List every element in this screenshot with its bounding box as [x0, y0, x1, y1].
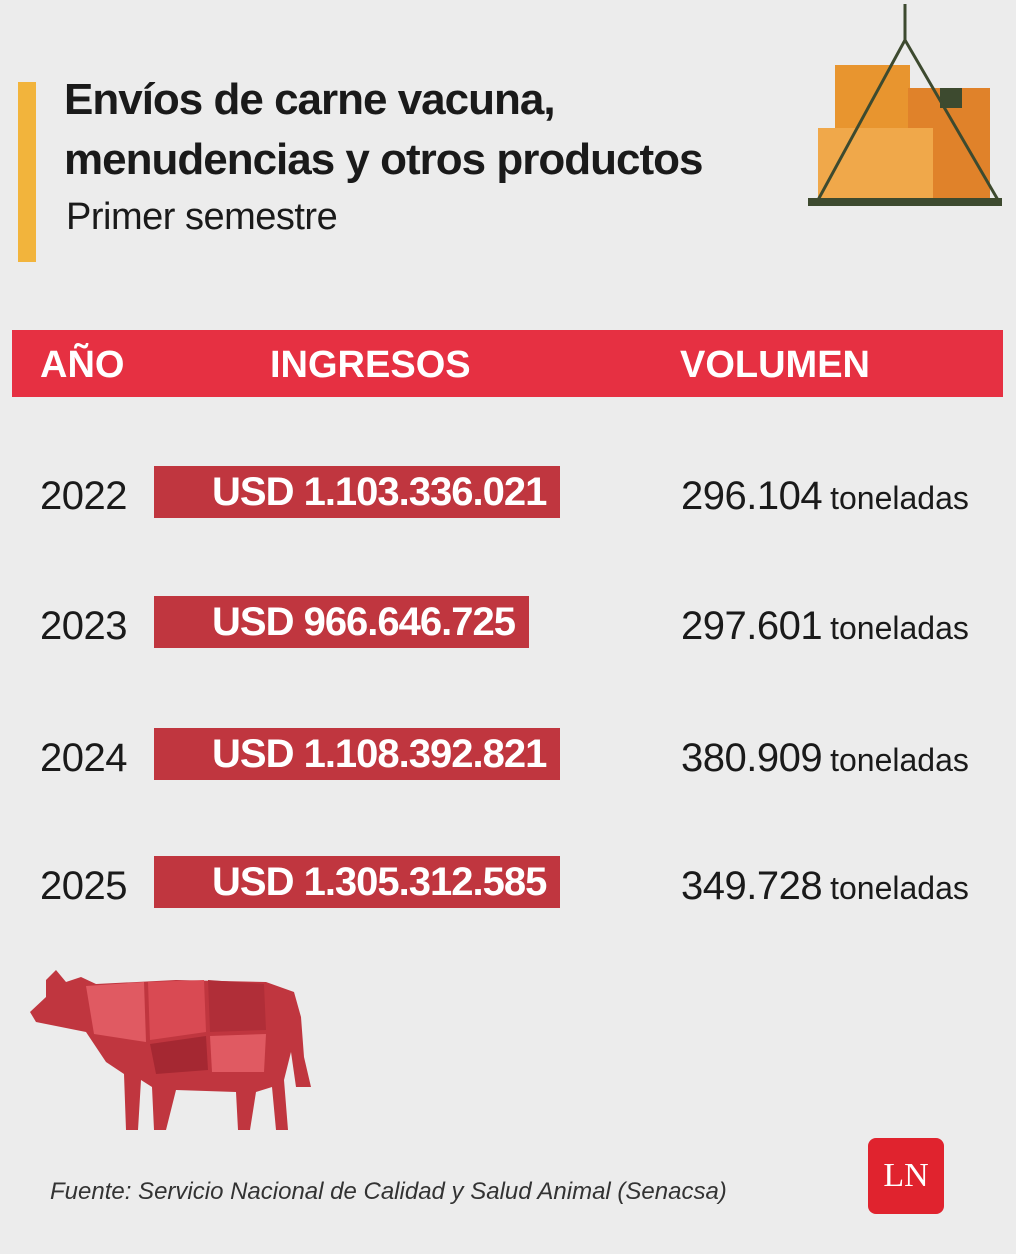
- volume-value: 297.601: [681, 604, 823, 648]
- title: Envíos de carne vacuna, menudencias y ot…: [64, 75, 703, 184]
- volume-unit: toneladas: [830, 610, 969, 646]
- volume-unit: toneladas: [830, 480, 969, 516]
- volume-unit: toneladas: [830, 742, 969, 778]
- volume-value: 349.728: [681, 864, 823, 908]
- table-row: 2022 USD 1.103.336.021 296.104 toneladas: [0, 466, 1016, 526]
- source: Fuente: Servicio Nacional de Calidad y S…: [50, 1178, 727, 1205]
- volume-unit: toneladas: [830, 870, 969, 906]
- volume: 297.601 toneladas: [681, 604, 969, 649]
- revenue: USD 1.305.312.585: [154, 856, 561, 908]
- revenue: USD 1.108.392.821: [154, 728, 561, 780]
- year: 2022: [40, 474, 127, 518]
- revenue: USD 966.646.725: [154, 596, 530, 648]
- volume: 380.909 toneladas: [681, 736, 969, 781]
- column-header: INGRESOS: [270, 344, 471, 386]
- logo: LN: [868, 1138, 944, 1214]
- revenue: USD 1.103.336.021: [154, 466, 561, 518]
- crate-icon: [808, 4, 1002, 206]
- accent-bar: [18, 82, 36, 262]
- table-row: 2023 USD 966.646.725 297.601 toneladas: [0, 596, 1016, 656]
- volume: 349.728 toneladas: [681, 864, 969, 909]
- volume-value: 380.909: [681, 736, 823, 780]
- volume: 296.104 toneladas: [681, 474, 969, 519]
- column-header: AÑO: [40, 344, 125, 386]
- subtitle: Primer semestre: [66, 196, 338, 238]
- volume-value: 296.104: [681, 474, 823, 518]
- year: 2024: [40, 736, 127, 780]
- year: 2025: [40, 864, 127, 908]
- table-header: AÑO INGRESOS VOLUMEN: [12, 330, 1003, 397]
- cow-illustration: [30, 970, 311, 1130]
- column-header: VOLUMEN: [680, 344, 870, 386]
- year: 2023: [40, 604, 127, 648]
- table-row: 2025 USD 1.305.312.585 349.728 toneladas: [0, 856, 1016, 916]
- table-row: 2024 USD 1.108.392.821 380.909 toneladas: [0, 728, 1016, 788]
